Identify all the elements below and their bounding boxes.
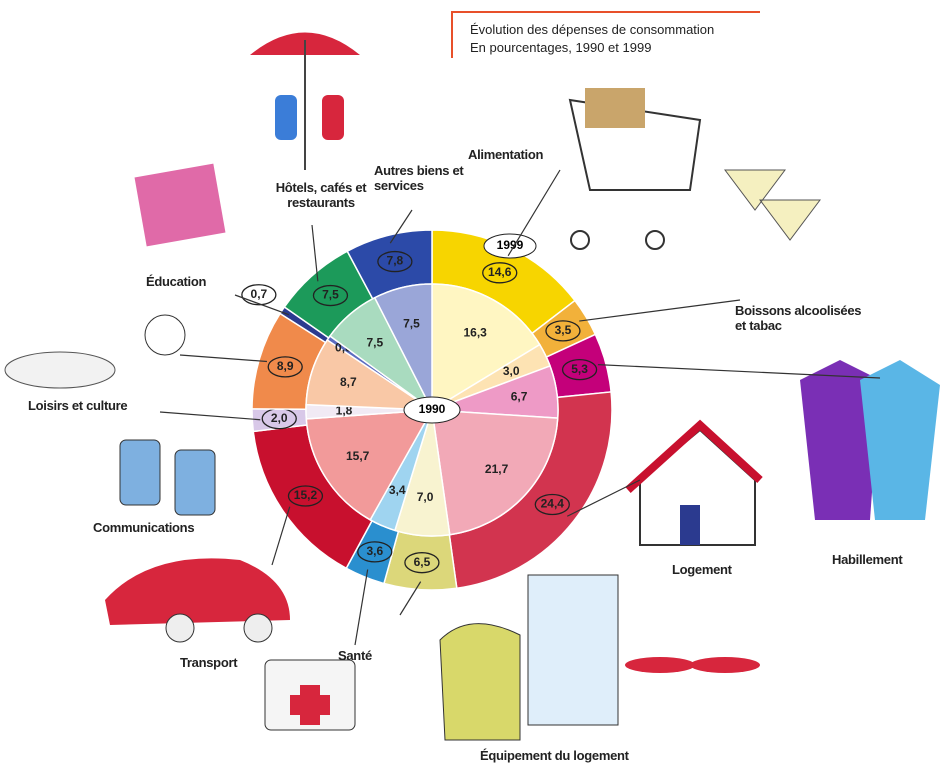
outer-value-label: 3,6 — [366, 544, 383, 558]
outer-value-label: 14,6 — [488, 265, 512, 279]
category-label: Habillement — [832, 552, 903, 567]
cart — [568, 98, 702, 191]
outer-value-label: 3,5 — [555, 323, 572, 337]
category-label: Autres biens et services — [374, 163, 464, 193]
chair-seat — [625, 657, 695, 673]
leader-line — [271, 506, 291, 566]
car — [105, 558, 290, 625]
outer-value-label: 8,9 — [277, 359, 294, 373]
leader-line — [389, 209, 413, 244]
glasses — [724, 169, 821, 241]
category-label: Santé — [338, 648, 372, 663]
leader-line — [507, 169, 561, 257]
value-oval — [404, 552, 440, 574]
person — [275, 95, 297, 140]
ball — [144, 314, 186, 356]
leader-line — [159, 411, 261, 421]
phone — [119, 439, 161, 506]
illustrations — [4, 32, 940, 741]
inner-value-label: 21,7 — [485, 462, 509, 476]
outer-value-label: 2,0 — [271, 411, 288, 425]
inner-value-label: 16,3 — [463, 325, 487, 339]
wheel — [165, 613, 195, 643]
value-oval — [357, 541, 393, 563]
books — [134, 163, 226, 247]
inner-value-label: 15,7 — [346, 449, 370, 463]
outer-value-label: 7,5 — [322, 288, 339, 302]
inner-value-label: 6,7 — [511, 389, 528, 403]
chart-subtitle: En pourcentages, 1990 et 1999 — [470, 40, 652, 55]
chart-title: Évolution des dépenses de consommation — [470, 22, 715, 37]
series-oval — [403, 396, 461, 424]
category-label: Boissons alcoolisées et tabac — [735, 303, 862, 333]
jacket — [860, 360, 940, 520]
category-label: Transport — [180, 655, 238, 670]
value-oval — [312, 284, 349, 307]
category-label: Logement — [672, 562, 732, 577]
wheel — [645, 230, 665, 250]
header-rule — [451, 11, 760, 58]
inner-value-label: 3,4 — [389, 483, 406, 497]
category-label: Hôtels, cafés et restaurants — [275, 180, 367, 210]
inner-slice — [373, 283, 433, 411]
inner-value-label: 7,0 — [417, 490, 434, 504]
outer-value-label: 5,3 — [571, 362, 588, 376]
leader-line — [179, 354, 268, 363]
wheel — [243, 613, 273, 643]
series-name: 1990 — [419, 402, 446, 416]
leader-line — [579, 299, 741, 322]
category-label: Alimentation — [468, 147, 544, 162]
series-oval — [483, 233, 537, 259]
value-oval — [561, 358, 598, 381]
value-oval — [482, 262, 518, 284]
dress — [800, 360, 880, 520]
leader-line — [354, 569, 369, 646]
category-label: Éducation — [146, 274, 207, 289]
leader-line — [597, 364, 881, 379]
fridge — [527, 574, 619, 726]
outer-value-label: 0,7 — [251, 287, 268, 301]
leader-line — [234, 294, 290, 316]
phone — [174, 449, 216, 516]
inner-value-label: 7,5 — [403, 317, 420, 331]
category-label: Loisirs et culture — [28, 398, 128, 413]
outer-value-label: 24,4 — [541, 497, 565, 511]
cross — [290, 685, 330, 725]
inner-slice — [305, 409, 434, 521]
value-oval — [287, 485, 324, 507]
category-label: Équipement du logement — [480, 748, 629, 763]
inner-slice — [431, 409, 559, 536]
value-oval — [377, 250, 413, 273]
racket — [4, 351, 116, 389]
value-oval — [534, 493, 570, 516]
inner-slice — [431, 283, 541, 412]
inner-value-label: 8,7 — [340, 375, 357, 389]
chair-seat — [690, 657, 760, 673]
leader-line — [566, 479, 641, 517]
series-name: 1999 — [497, 238, 524, 252]
armchair — [439, 623, 521, 741]
outer-value-label: 15,2 — [294, 488, 318, 502]
value-oval — [267, 356, 303, 378]
inner-value-label: 7,5 — [366, 335, 383, 349]
person — [322, 95, 344, 140]
door — [680, 505, 700, 545]
leader-line — [399, 581, 422, 616]
roof — [625, 419, 763, 493]
wheel — [570, 230, 590, 250]
groceries — [585, 88, 645, 128]
outer-value-label: 6,5 — [414, 555, 431, 569]
inner-value-label: 3,0 — [503, 364, 520, 378]
value-oval — [241, 284, 277, 306]
leader-line — [311, 224, 319, 282]
category-label: Communications — [93, 520, 195, 535]
outer-value-label: 7,8 — [387, 254, 404, 268]
value-oval — [545, 320, 581, 342]
